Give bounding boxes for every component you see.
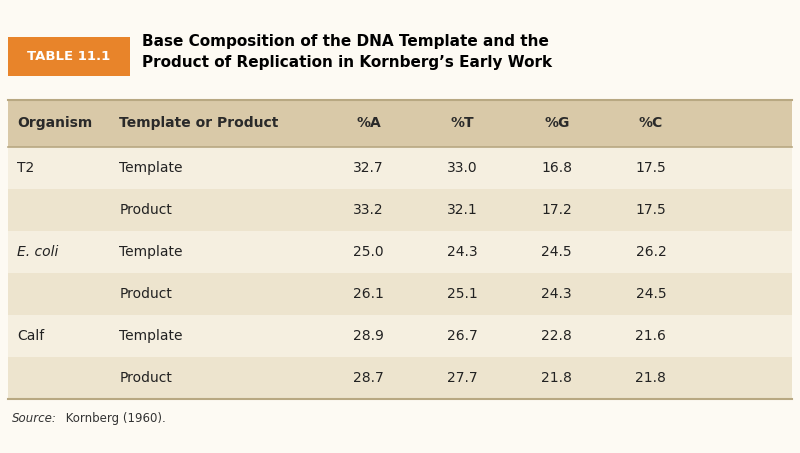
Text: 26.7: 26.7 [447,329,478,343]
Text: 32.7: 32.7 [354,161,384,175]
Text: 24.5: 24.5 [635,287,666,301]
Text: TABLE 11.1: TABLE 11.1 [27,50,110,63]
Text: 24.3: 24.3 [447,245,478,259]
Text: Template: Template [119,329,183,343]
Text: 27.7: 27.7 [447,371,478,385]
Text: %C: %C [638,116,663,130]
FancyBboxPatch shape [8,100,792,399]
Text: Calf: Calf [18,329,45,343]
FancyBboxPatch shape [8,273,792,315]
Text: Template: Template [119,245,183,259]
Text: Template or Product: Template or Product [119,116,278,130]
Text: %A: %A [356,116,381,130]
Text: 28.7: 28.7 [354,371,384,385]
Text: 22.8: 22.8 [542,329,572,343]
Text: 28.9: 28.9 [354,329,384,343]
Text: 26.2: 26.2 [635,245,666,259]
Text: 17.5: 17.5 [635,161,666,175]
Text: E. coli: E. coli [18,245,58,259]
FancyBboxPatch shape [8,147,792,189]
FancyBboxPatch shape [8,37,130,77]
FancyBboxPatch shape [8,231,792,273]
FancyBboxPatch shape [8,357,792,399]
FancyBboxPatch shape [8,315,792,357]
Text: 32.1: 32.1 [447,203,478,217]
Text: 25.0: 25.0 [354,245,384,259]
Text: Product: Product [119,203,172,217]
Text: 17.5: 17.5 [635,203,666,217]
Text: Organism: Organism [18,116,93,130]
Text: Product: Product [119,287,172,301]
FancyBboxPatch shape [8,189,792,231]
FancyBboxPatch shape [8,14,792,100]
Text: 33.0: 33.0 [447,161,478,175]
Text: 17.2: 17.2 [542,203,572,217]
Text: 21.6: 21.6 [635,329,666,343]
Text: 21.8: 21.8 [542,371,572,385]
Text: Product: Product [119,371,172,385]
Text: T2: T2 [18,161,34,175]
Text: Base Composition of the DNA Template and the
Product of Replication in Kornberg’: Base Composition of the DNA Template and… [142,34,552,70]
Text: 24.5: 24.5 [542,245,572,259]
Text: 21.8: 21.8 [635,371,666,385]
Text: %T: %T [451,116,474,130]
Text: 25.1: 25.1 [447,287,478,301]
Text: 16.8: 16.8 [542,161,572,175]
Text: %G: %G [544,116,570,130]
Text: Template: Template [119,161,183,175]
FancyBboxPatch shape [8,100,792,147]
Text: 33.2: 33.2 [354,203,384,217]
Text: 26.1: 26.1 [354,287,384,301]
Text: 24.3: 24.3 [542,287,572,301]
Text: Source:: Source: [12,412,57,425]
Text: Kornberg (1960).: Kornberg (1960). [62,412,166,425]
